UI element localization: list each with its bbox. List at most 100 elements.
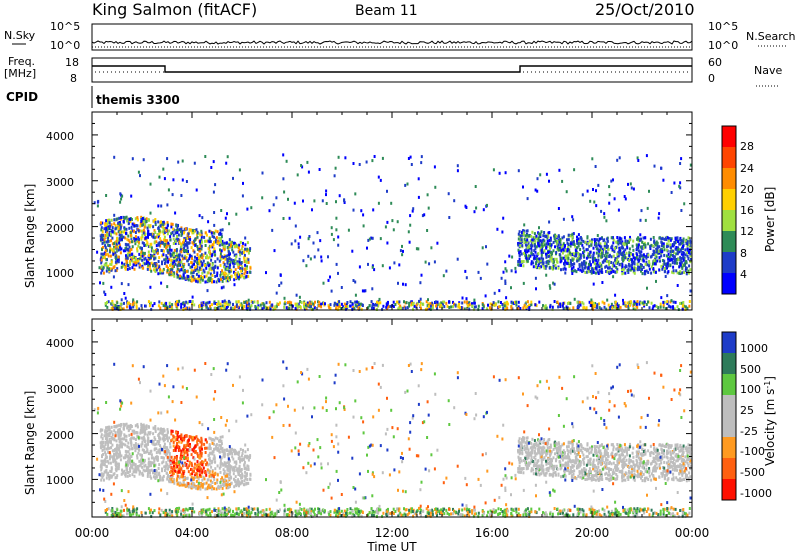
data-cell <box>679 302 682 305</box>
data-cell <box>626 301 629 305</box>
data-cell <box>302 259 305 263</box>
data-cell <box>125 227 128 231</box>
data-cell <box>178 465 181 469</box>
data-cell <box>180 437 182 441</box>
data-cell <box>238 243 241 247</box>
data-cell <box>620 246 623 250</box>
data-cell <box>184 249 187 253</box>
data-cell <box>244 270 247 274</box>
data-cell <box>116 244 119 248</box>
data-cell <box>629 257 632 261</box>
data-cell <box>643 304 646 308</box>
data-cell <box>225 272 228 276</box>
data-cell <box>190 229 193 233</box>
data-cell <box>517 307 520 311</box>
data-cell <box>290 242 293 246</box>
data-cell <box>571 238 574 242</box>
data-cell <box>212 473 215 477</box>
data-cell <box>308 301 311 305</box>
data-cell <box>214 436 217 440</box>
data-cell <box>117 246 120 250</box>
data-cell <box>482 208 485 212</box>
data-cell <box>157 243 160 247</box>
data-cell <box>220 442 223 446</box>
data-cell <box>196 460 199 464</box>
data-cell <box>612 275 615 279</box>
data-cell <box>629 300 632 304</box>
data-cell <box>682 258 685 262</box>
data-cell <box>144 304 147 308</box>
data-cell <box>520 260 523 264</box>
data-cell <box>588 300 591 304</box>
data-cell <box>601 260 604 264</box>
data-cell <box>433 165 436 169</box>
data-cell <box>154 218 157 221</box>
data-cell <box>639 238 641 242</box>
data-cell <box>236 262 239 266</box>
data-cell <box>211 274 214 277</box>
data-cell <box>573 242 576 246</box>
data-cell <box>405 301 408 305</box>
data-cell <box>130 225 133 229</box>
data-cell <box>683 262 686 266</box>
data-cell <box>116 255 119 259</box>
data-cell <box>138 237 140 241</box>
data-cell <box>112 252 115 256</box>
data-cell <box>219 263 222 267</box>
data-cell <box>518 260 521 264</box>
data-cell <box>161 476 164 480</box>
data-cell <box>152 461 155 465</box>
data-cell <box>537 236 540 240</box>
data-cell <box>170 248 173 252</box>
data-cell <box>188 435 191 439</box>
data-cell <box>153 229 156 233</box>
data-cell <box>687 269 690 273</box>
data-cell <box>165 226 168 230</box>
data-cell <box>144 439 147 443</box>
data-cell <box>134 424 137 428</box>
data-cell <box>612 254 615 258</box>
data-cell <box>371 236 374 240</box>
data-cell <box>276 302 279 306</box>
data-cell <box>658 249 661 253</box>
data-cell <box>643 300 646 304</box>
data-cell <box>172 227 175 231</box>
data-cell <box>530 303 533 307</box>
data-cell <box>213 280 215 284</box>
data-cell <box>592 260 595 264</box>
data-cell <box>402 249 404 253</box>
data-cell <box>209 479 212 483</box>
data-cell <box>386 303 388 307</box>
data-cell <box>198 467 200 470</box>
data-cell <box>195 435 198 439</box>
data-cell <box>294 307 297 310</box>
data-cell <box>216 437 219 441</box>
data-cell <box>191 265 194 269</box>
data-cell <box>625 304 628 308</box>
data-cell <box>126 252 129 256</box>
data-cell <box>211 263 214 267</box>
data-cell <box>667 239 670 243</box>
data-cell <box>660 237 663 241</box>
data-cell <box>219 237 222 241</box>
data-cell <box>328 305 331 309</box>
data-cell <box>166 446 169 450</box>
data-cell <box>104 458 107 462</box>
data-cell <box>140 443 143 447</box>
data-cell <box>167 241 170 245</box>
data-cell <box>574 244 576 248</box>
data-cell <box>151 249 154 253</box>
data-cell <box>246 454 249 458</box>
data-cell <box>181 276 184 280</box>
data-cell <box>635 256 638 259</box>
data-cell <box>183 242 186 246</box>
data-cell <box>225 276 228 280</box>
data-cell <box>521 230 524 234</box>
data-cell <box>222 271 224 275</box>
data-cell <box>176 471 179 475</box>
data-cell <box>453 302 455 306</box>
data-cell <box>401 306 404 310</box>
data-cell <box>100 228 103 232</box>
data-cell <box>567 306 569 310</box>
data-cell <box>116 267 119 271</box>
